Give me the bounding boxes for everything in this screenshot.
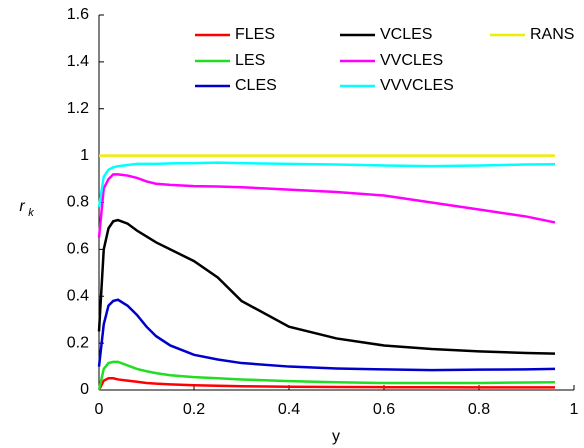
y-tick-label: 0.2 — [67, 334, 89, 351]
y-tick-label: 0.8 — [67, 194, 89, 211]
x-tick-label: 1 — [570, 401, 579, 418]
legend-label: FLES — [235, 26, 275, 43]
y-tick-label: 1.2 — [67, 100, 89, 117]
x-axis-label: y — [332, 428, 340, 445]
y-tick-label: 0.4 — [67, 287, 89, 304]
series-line — [97, 161, 556, 208]
legend-label: CLES — [235, 77, 277, 94]
y-tick-label: 0.6 — [67, 241, 89, 258]
y-axis-label: r — [19, 198, 25, 215]
y-tick-label: 1 — [80, 147, 89, 164]
x-tick-label: 0.4 — [278, 401, 300, 418]
legend-label: VCLES — [380, 26, 432, 43]
legend-label: VVCLES — [380, 52, 443, 69]
x-tick-label: 0.8 — [468, 401, 490, 418]
y-axis-label-subscript: k — [28, 207, 34, 219]
y-tick-label: 0 — [80, 381, 89, 398]
x-tick-label: 0.2 — [183, 401, 205, 418]
legend-label: VVVCLES — [380, 77, 454, 94]
series-line — [97, 298, 556, 372]
series-line — [97, 173, 556, 238]
y-tick-label: 1.4 — [67, 53, 89, 70]
legend-label: RANS — [530, 26, 574, 43]
legend-label: LES — [235, 52, 265, 69]
x-tick-label: 0.6 — [373, 401, 395, 418]
series-line — [97, 377, 555, 391]
y-tick-label: 1.6 — [67, 6, 89, 23]
x-tick-label: 0 — [95, 401, 104, 418]
series-line — [97, 218, 556, 355]
series-line — [97, 360, 556, 391]
